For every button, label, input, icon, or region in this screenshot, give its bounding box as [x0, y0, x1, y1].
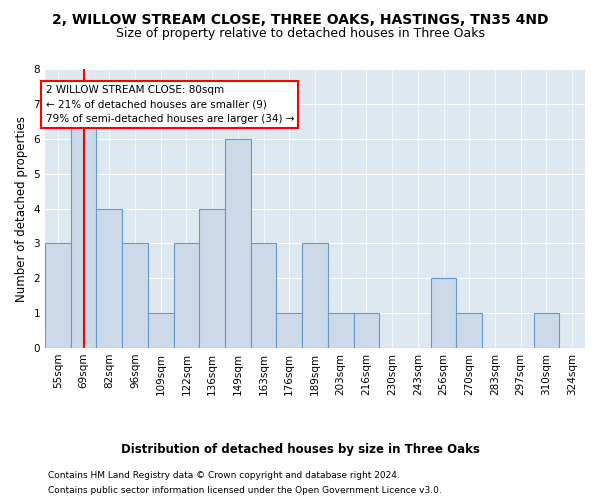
Text: Contains public sector information licensed under the Open Government Licence v3: Contains public sector information licen…: [48, 486, 442, 495]
Text: Size of property relative to detached houses in Three Oaks: Size of property relative to detached ho…: [115, 28, 485, 40]
Text: Distribution of detached houses by size in Three Oaks: Distribution of detached houses by size …: [121, 442, 479, 456]
Text: 2, WILLOW STREAM CLOSE, THREE OAKS, HASTINGS, TN35 4ND: 2, WILLOW STREAM CLOSE, THREE OAKS, HAST…: [52, 12, 548, 26]
Bar: [457, 313, 482, 348]
Bar: [45, 244, 71, 348]
Bar: [302, 244, 328, 348]
Bar: [533, 313, 559, 348]
Bar: [328, 313, 353, 348]
Y-axis label: Number of detached properties: Number of detached properties: [15, 116, 28, 302]
Text: Contains HM Land Registry data © Crown copyright and database right 2024.: Contains HM Land Registry data © Crown c…: [48, 471, 400, 480]
Bar: [353, 313, 379, 348]
Bar: [148, 313, 173, 348]
Bar: [71, 104, 97, 348]
Bar: [199, 208, 225, 348]
Bar: [277, 313, 302, 348]
Text: 2 WILLOW STREAM CLOSE: 80sqm
← 21% of detached houses are smaller (9)
79% of sem: 2 WILLOW STREAM CLOSE: 80sqm ← 21% of de…: [46, 84, 294, 124]
Bar: [431, 278, 457, 348]
Bar: [251, 244, 277, 348]
Bar: [122, 244, 148, 348]
Bar: [97, 208, 122, 348]
Bar: [225, 139, 251, 348]
Bar: [173, 244, 199, 348]
